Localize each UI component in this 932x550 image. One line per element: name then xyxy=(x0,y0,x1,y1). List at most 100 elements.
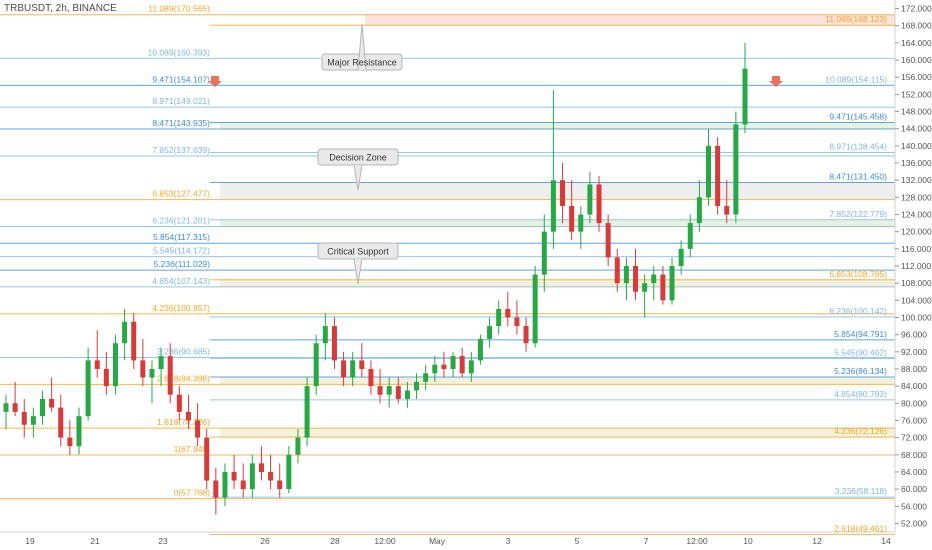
decision-zone xyxy=(220,182,895,200)
candle-body-62 xyxy=(569,205,575,232)
y-tick-label-8: 84.000 xyxy=(901,381,927,391)
y-tick-label-2: 60.000 xyxy=(901,484,927,494)
candle-body-48 xyxy=(441,364,447,369)
y-tick-label-9: 88.000 xyxy=(901,364,927,374)
candle-body-39 xyxy=(359,360,365,369)
candle-body-45 xyxy=(414,381,420,391)
y-tick-label-20: 132.000 xyxy=(901,175,932,185)
support-zone-4 xyxy=(220,428,895,438)
x-tick-label-12: 12 xyxy=(812,536,822,546)
candle-body-49 xyxy=(450,356,456,369)
fib-left-label-2: 9.471(154.107) xyxy=(152,74,210,84)
fib-left-label-0: 11.089(170.565) xyxy=(148,4,210,14)
candle-body-36 xyxy=(331,326,337,361)
candle-body-58 xyxy=(532,274,538,344)
fib-left-label-7: 6.236(121.201) xyxy=(152,216,210,226)
candle-body-68 xyxy=(623,266,629,284)
candle-body-44 xyxy=(404,390,410,399)
fib-right-label-8: 5.854(94.791) xyxy=(834,329,887,339)
fib-right-label-6: 6.853(108.785) xyxy=(829,269,887,279)
candle-body-76 xyxy=(696,197,702,224)
y-tick-label-4: 68.000 xyxy=(901,450,927,460)
candle-body-43 xyxy=(395,386,401,399)
candle-body-30 xyxy=(277,480,283,490)
fib-left-label-13: 3.236(90.685) xyxy=(157,346,210,356)
candle-body-71 xyxy=(651,274,657,284)
fib-left-label-8: 5.854(117.315) xyxy=(153,232,210,242)
fib-right-label-5: 7.852(122.779) xyxy=(829,209,887,219)
fib-right-label-9: 5.545(90.462) xyxy=(834,347,887,357)
major-resistance-callout-pointer xyxy=(357,23,367,71)
candle-body-53 xyxy=(487,326,493,339)
fib-left-label-6: 6.853(127.477) xyxy=(152,189,210,199)
candle-body-81 xyxy=(742,68,748,125)
candle-body-72 xyxy=(660,274,666,301)
x-tick-label-3: 26 xyxy=(260,536,270,546)
candle-body-52 xyxy=(477,338,483,361)
x-tick-label-2: 23 xyxy=(158,536,168,546)
y-tick-label-27: 160.000 xyxy=(901,55,932,65)
fib-left-label-10: 5.236(111.029) xyxy=(154,259,211,269)
x-tick-label-7: 3 xyxy=(506,536,511,546)
fib-left-label-16: 1(67.940) xyxy=(174,444,211,454)
candle-body-28 xyxy=(258,463,264,472)
fib-right-label-11: 4.854(80.783) xyxy=(834,389,887,399)
y-tick-label-0: 52.000 xyxy=(901,518,927,528)
candle-body-63 xyxy=(578,214,584,232)
fib-right-label-13: 3.236(58.118) xyxy=(835,486,887,496)
candle-body-5 xyxy=(49,399,55,408)
candle-body-75 xyxy=(687,223,693,249)
y-tick-label-22: 140.000 xyxy=(901,141,932,151)
fib-left-label-11: 4.854(107.143) xyxy=(152,276,210,286)
candle-body-37 xyxy=(341,360,347,378)
fib-left-label-5: 7.852(137.639) xyxy=(152,145,210,155)
candle-body-50 xyxy=(459,356,465,374)
candle-body-21 xyxy=(195,420,201,438)
candle-body-79 xyxy=(724,205,730,215)
fib-left-label-9: 5.545(114.172) xyxy=(153,246,210,256)
resistance-zone xyxy=(365,14,895,26)
candle-body-24 xyxy=(222,471,228,498)
critical-support-zone xyxy=(220,279,895,287)
candle-body-61 xyxy=(560,180,566,206)
y-tick-label-29: 168.000 xyxy=(901,21,932,31)
fib-left-label-12: 4.236(100.857) xyxy=(152,303,210,313)
decision-zone-callout-pointer xyxy=(353,164,363,191)
support-zone-3 xyxy=(220,376,895,385)
candle-body-56 xyxy=(514,317,520,327)
candle-body-17 xyxy=(158,356,164,369)
candle-body-65 xyxy=(596,184,602,224)
candle-body-16 xyxy=(149,368,155,378)
candle-body-20 xyxy=(185,411,191,421)
x-tick-label-13: 14 xyxy=(881,536,891,546)
y-tick-label-24: 148.000 xyxy=(901,107,932,117)
candle-body-78 xyxy=(715,145,721,206)
fib-right-label-12: 4.236(72.126) xyxy=(834,426,887,436)
support-zone-1 xyxy=(220,122,895,129)
candle-body-40 xyxy=(368,368,374,387)
fib-right-label-4: 8.471(131.450) xyxy=(829,172,887,182)
fib-right-label-1: 10.089(154.115) xyxy=(825,74,887,84)
y-tick-label-21: 136.000 xyxy=(901,158,932,168)
x-tick-label-6: May xyxy=(429,536,446,546)
y-tick-label-26: 156.000 xyxy=(901,72,932,82)
x-tick-label-0: 19 xyxy=(25,536,35,546)
candle-body-74 xyxy=(678,248,684,266)
candle-body-73 xyxy=(669,266,675,301)
y-tick-label-5: 72.000 xyxy=(901,433,927,443)
candle-body-11 xyxy=(103,368,109,387)
y-tick-label-16: 116.000 xyxy=(901,244,931,254)
down-arrow-left-icon xyxy=(208,76,222,87)
candle-body-27 xyxy=(249,463,255,490)
x-tick-label-11: 10 xyxy=(743,536,753,546)
fib-left-label-17: 0(57.768) xyxy=(174,488,211,498)
fib-right-label-2: 9.471(145.458) xyxy=(829,111,887,121)
fib-left-label-1: 10.089(160.393) xyxy=(148,47,211,57)
candle-body-47 xyxy=(432,364,438,374)
fib-right-label-3: 8.971(138.454) xyxy=(829,142,887,152)
candle-body-12 xyxy=(112,343,118,387)
candle-body-1 xyxy=(12,403,18,412)
candle-body-70 xyxy=(642,283,648,292)
candle-body-22 xyxy=(204,437,210,481)
